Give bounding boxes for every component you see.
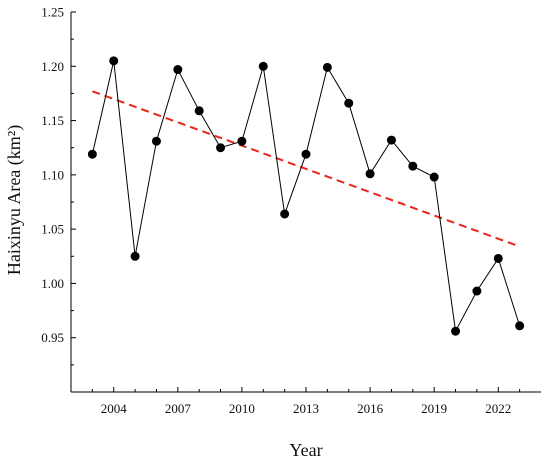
x-axis-title: Year (289, 440, 322, 460)
x-tick-label: 2013 (293, 401, 319, 416)
data-point (451, 326, 461, 336)
data-point (237, 136, 247, 146)
data-line (91, 60, 521, 333)
data-point (173, 65, 183, 75)
data-point (408, 161, 418, 171)
data-point (301, 149, 311, 159)
data-point (365, 169, 375, 179)
x-tick-label: 2004 (101, 401, 128, 416)
data-point (280, 209, 290, 219)
y-tick-label: 1.00 (41, 276, 64, 291)
x-tick-label: 2016 (357, 401, 384, 416)
data-point (109, 56, 119, 66)
ticks-layer: 0.95 1.00 1.05 1.10 1.15 1.20 1.25 2004 2007 2010… (41, 5, 521, 416)
data-point (515, 321, 525, 331)
data-point (130, 251, 140, 261)
data-point (493, 253, 503, 263)
data-point (151, 136, 161, 146)
trend-line (92, 90, 520, 248)
y-tick-label: 1.25 (41, 5, 64, 20)
y-tick-label: 1.10 (41, 167, 64, 182)
data-point (258, 61, 268, 71)
trend-layer (92, 90, 520, 248)
series-layer (87, 56, 525, 336)
x-tick-label: 2007 (165, 401, 192, 416)
y-tick-label: 1.15 (41, 113, 64, 128)
data-point (344, 98, 354, 108)
y-tick-label: 1.20 (41, 59, 64, 74)
data-point (194, 106, 204, 116)
data-point (322, 62, 332, 72)
data-point (87, 149, 97, 159)
y-axis-title: Haixinyu Area (km²) (4, 125, 25, 275)
data-point (386, 135, 396, 145)
data-point (429, 172, 439, 182)
y-tick-label: 1.05 (41, 222, 64, 237)
data-point (216, 143, 226, 153)
axes (70, 12, 541, 393)
x-tick-label: 2010 (229, 401, 255, 416)
data-point (472, 286, 482, 296)
y-tick-label: 0.95 (41, 330, 64, 345)
x-tick-label: 2022 (485, 401, 511, 416)
x-tick-label: 2019 (421, 401, 447, 416)
